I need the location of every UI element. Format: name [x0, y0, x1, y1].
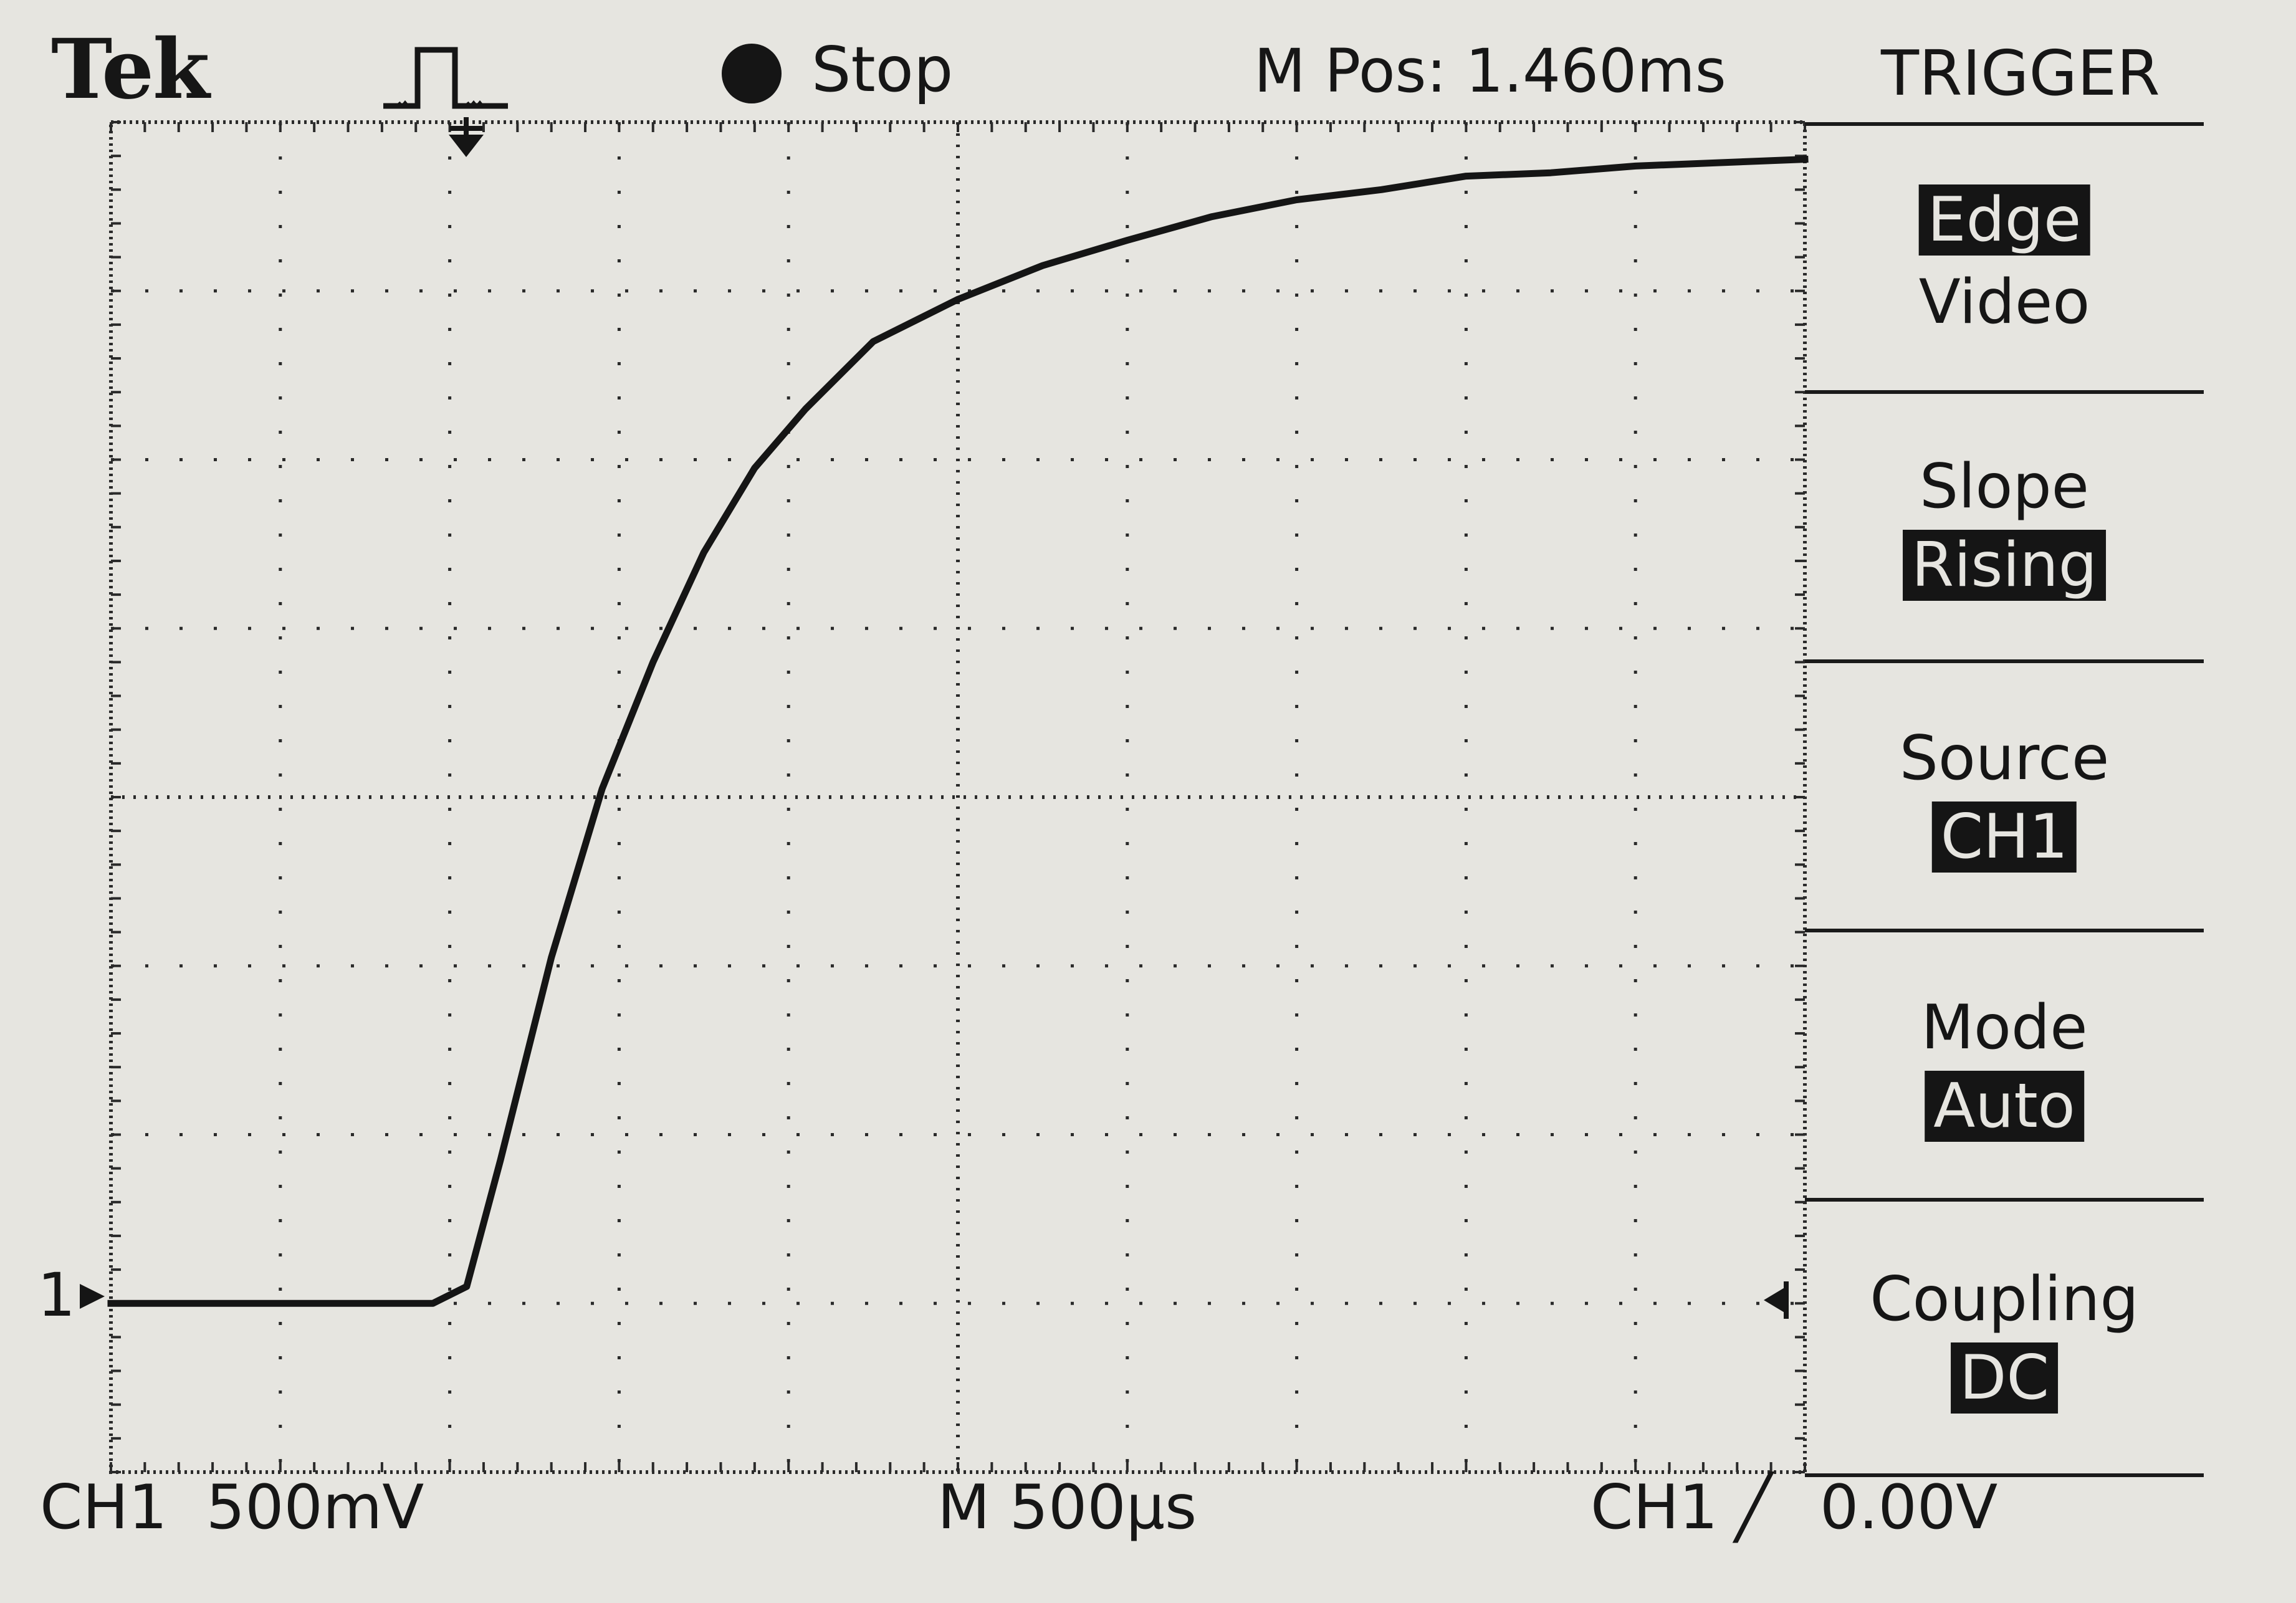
ch1-scale-readout: CH1 500mV — [40, 1472, 424, 1543]
trigger-type-button[interactable]: Edge Video — [1805, 126, 2204, 390]
menu-title: TRIGGER — [1881, 37, 2160, 110]
trigger-slope-button[interactable]: Slope Rising — [1805, 394, 2204, 659]
trigger-coupling-value[interactable]: DC — [1951, 1342, 2058, 1414]
trigger-level-readout: 0.00V — [1820, 1472, 1998, 1543]
trigger-type-video-option[interactable]: Video — [1918, 267, 2090, 338]
trigger-position-arrow-icon — [449, 117, 484, 157]
trigger-slope-label: Slope — [1920, 451, 2089, 522]
ch1-waveform-trace — [107, 155, 1809, 1307]
stop-dot-icon — [722, 44, 782, 103]
rising-edge-pulse-icon — [383, 47, 508, 109]
trigger-coupling-button[interactable]: Coupling DC — [1805, 1202, 2204, 1473]
acquisition-status: Stop — [811, 33, 954, 106]
trigger-source-value[interactable]: CH1 — [1931, 801, 2077, 873]
horizontal-position-readout: M Pos: 1.460ms — [1254, 36, 1726, 106]
trigger-slope-symbol: ╱ — [1735, 1472, 1772, 1543]
channel-1-marker-label: 1 — [37, 1260, 76, 1330]
trigger-coupling-label: Coupling — [1870, 1264, 2139, 1335]
menu-divider — [1805, 929, 2204, 932]
menu-divider — [1805, 1198, 2204, 1202]
menu-divider — [1805, 390, 2204, 394]
timebase-readout: M 500µs — [937, 1472, 1197, 1543]
trigger-source-readout: CH1 — [1590, 1472, 1718, 1543]
trigger-type-edge-option[interactable]: Edge — [1918, 184, 2090, 256]
brand-logo: Tek — [51, 21, 210, 118]
trigger-mode-label: Mode — [1921, 992, 2088, 1063]
menu-divider — [1805, 1473, 2204, 1477]
channel-1-ground-arrow-icon — [80, 1284, 105, 1309]
trigger-slope-value[interactable]: Rising — [1903, 530, 2106, 601]
trigger-level-arrow-icon — [1764, 1281, 1789, 1319]
trigger-source-button[interactable]: Source CH1 — [1805, 663, 2204, 929]
menu-divider — [1805, 122, 2204, 126]
trigger-mode-value[interactable]: Auto — [1925, 1071, 2084, 1142]
trigger-mode-button[interactable]: Mode Auto — [1805, 932, 2204, 1198]
trigger-source-label: Source — [1899, 723, 2110, 794]
menu-divider — [1805, 659, 2204, 663]
